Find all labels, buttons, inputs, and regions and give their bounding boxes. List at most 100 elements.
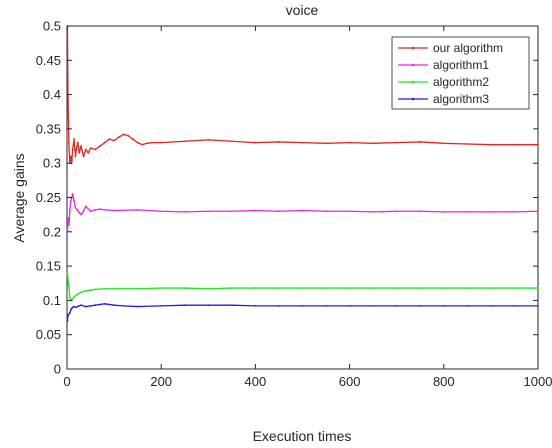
data-point (80, 213, 83, 216)
data-point (67, 217, 69, 219)
series-algorithm3 (66, 302, 539, 322)
data-point (77, 304, 80, 307)
y-axis-label: Average gains (11, 153, 27, 242)
data-point (230, 287, 233, 289)
legend-marker (411, 63, 415, 67)
data-point (348, 210, 351, 213)
data-point (513, 211, 516, 213)
data-point (183, 140, 186, 143)
data-point (348, 304, 351, 307)
legend-marker (411, 46, 415, 50)
legend: our algorithm algorithm1 algorithm2 algorit… (391, 36, 530, 110)
data-point (103, 287, 106, 290)
data-point (537, 304, 539, 307)
data-point (113, 304, 115, 307)
data-point (207, 138, 210, 141)
data-point (254, 287, 257, 289)
data-point (69, 309, 72, 311)
data-point (66, 272, 69, 274)
data-point (94, 208, 97, 211)
legend-label: algorithm1 (433, 58, 489, 72)
data-point (136, 208, 139, 211)
data-point (301, 141, 304, 144)
data-point (301, 287, 304, 289)
data-point (74, 155, 77, 158)
data-point (230, 210, 233, 213)
data-point (466, 287, 469, 289)
x-axis-label: Execution times (253, 428, 352, 444)
data-point (348, 141, 351, 144)
data-point (67, 224, 70, 226)
data-point (94, 304, 97, 307)
series-algorithm1 (66, 193, 539, 233)
data-point (513, 143, 516, 146)
data-point (67, 314, 69, 317)
x-tick-label: 400 (245, 374, 267, 389)
y-tick-label: 0.25 (36, 190, 61, 205)
data-point (372, 142, 375, 145)
data-point (395, 287, 398, 289)
data-point (490, 287, 492, 289)
data-point (395, 210, 398, 213)
data-point (442, 142, 445, 145)
data-point (160, 141, 163, 144)
data-point (490, 143, 492, 146)
data-point (75, 306, 78, 309)
data-point (301, 304, 304, 307)
data-point (108, 138, 111, 141)
data-point (84, 205, 87, 208)
data-point (122, 133, 125, 136)
data-point (113, 209, 115, 212)
data-point (89, 210, 92, 213)
data-point (372, 211, 375, 213)
y-tick-label: 0.15 (36, 259, 61, 274)
data-point (76, 141, 79, 144)
data-point (207, 210, 210, 213)
data-point (67, 285, 70, 288)
data-point (183, 211, 186, 213)
y-tick-label: 0.2 (43, 224, 61, 239)
legend-label: algorithm2 (433, 75, 489, 89)
data-point (183, 304, 186, 307)
data-point (395, 304, 398, 307)
data-point (68, 210, 71, 213)
data-point (207, 287, 210, 290)
data-point (150, 141, 153, 144)
data-point (183, 287, 186, 289)
data-point (513, 287, 516, 289)
data-point (84, 148, 87, 151)
data-point (490, 211, 492, 213)
data-point (68, 311, 71, 314)
data-point (442, 211, 445, 213)
data-point (75, 148, 78, 151)
series-layer (66, 25, 539, 322)
data-point (117, 136, 120, 139)
data-point (99, 145, 101, 147)
x-tick-label: 200 (150, 374, 172, 389)
data-point (73, 200, 75, 202)
data-point (278, 304, 280, 307)
data-point (254, 304, 257, 307)
data-point (160, 287, 163, 289)
data-point (113, 139, 115, 142)
legend-box (391, 36, 530, 110)
data-point (254, 209, 257, 212)
data-point (66, 320, 69, 322)
series-our-algorithm (66, 25, 539, 165)
data-point (69, 155, 72, 158)
data-point (466, 143, 469, 145)
data-point (69, 200, 72, 202)
data-point (78, 211, 81, 214)
y-tick-label: 0.05 (36, 327, 61, 342)
chart-title: voice (286, 2, 319, 18)
data-point (136, 287, 139, 290)
data-point (103, 302, 106, 305)
data-point (78, 152, 81, 154)
y-tick-label: 0.3 (43, 156, 61, 171)
data-point (113, 287, 115, 290)
axis-layer: 0 200 400 600 800 1000 0 0.05 0.1 0.15 0.2 0.25 0.3 0… (36, 19, 552, 390)
data-point (136, 141, 139, 144)
y-tick-label: 0 (54, 362, 61, 377)
data-point (82, 210, 85, 213)
data-point (73, 305, 75, 308)
